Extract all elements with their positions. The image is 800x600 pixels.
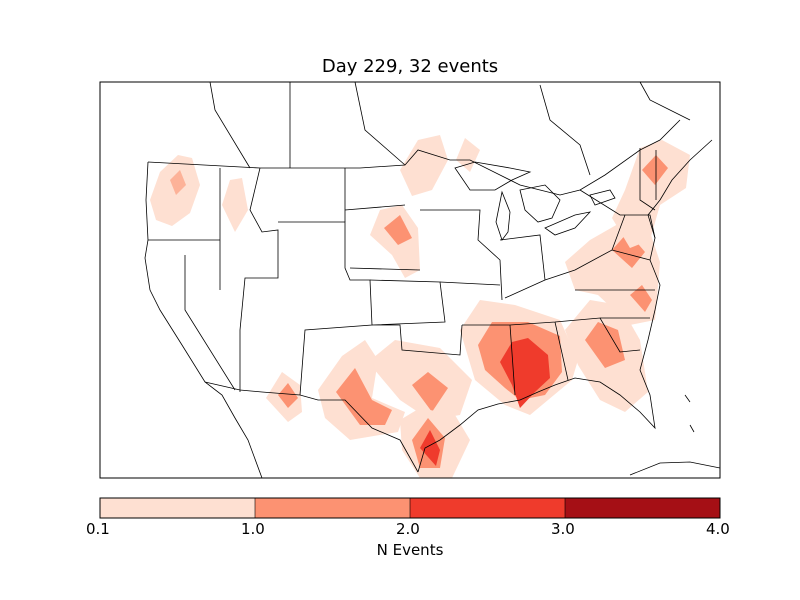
contour-pacific-northwest-core: [170, 170, 186, 195]
colorbar-bins: [100, 498, 720, 518]
lake-ontario: [589, 189, 616, 206]
map-borders: [144, 81, 721, 479]
state-borders-west: [219, 167, 279, 392]
colorbar: [99, 497, 721, 519]
contour-west-texas-core: [336, 368, 392, 425]
contour-nebraska: [370, 205, 420, 278]
coastline-cuba: [629, 461, 721, 476]
coastline-west: [144, 161, 263, 479]
state-borders-central: [420, 209, 641, 396]
colorbar-bin: [565, 498, 720, 518]
colorbar-title: N Events: [376, 541, 444, 559]
contour-idaho: [222, 178, 248, 232]
colorbar-ticks: [254, 498, 566, 518]
contour-arizona-core: [278, 383, 298, 408]
lake-superior: [454, 161, 532, 191]
map-frame: [99, 81, 721, 479]
contour-minnesota: [456, 138, 480, 172]
state-borders-new-england: [639, 148, 657, 211]
colorbar-bin: [255, 498, 410, 518]
contour-north-texas-core: [412, 372, 448, 412]
colorbar-tick-label: 4.0: [706, 520, 730, 538]
contour-new-england-core: [642, 155, 668, 185]
contour-virginia-core: [612, 232, 645, 268]
contour-north-dakota: [400, 135, 448, 196]
state-borders-mountain: [148, 221, 373, 396]
coastline-east-gulf: [417, 139, 713, 473]
colorbar-tick-label: 3.0: [551, 520, 575, 538]
event-density-contours: [150, 135, 690, 478]
contour-northeast: [612, 140, 690, 248]
lake-huron: [519, 184, 561, 223]
colorbar-tick-label: 2.0: [396, 520, 420, 538]
contour-georgia-core: [585, 322, 625, 368]
colorbar-bin: [100, 498, 255, 518]
province-borders: [209, 81, 691, 176]
colorbar-bin: [410, 498, 565, 518]
contour-nebraska-core: [384, 215, 412, 245]
border-us-mexico: [204, 381, 419, 473]
colorbar-tick-label: 1.0: [241, 520, 265, 538]
state-borders-plains: [344, 168, 463, 356]
islands-bahamas: [684, 394, 695, 433]
state-borders-east: [499, 189, 656, 319]
contour-texas-gulf-peak: [420, 430, 440, 466]
colorbar-tick-label: 0.1: [86, 520, 110, 538]
border-canada-us: [147, 119, 681, 196]
map-title: Day 229, 32 events: [321, 56, 499, 77]
lake-erie: [544, 211, 592, 236]
lake-michigan: [495, 190, 511, 241]
contour-carolina-core: [630, 285, 652, 312]
